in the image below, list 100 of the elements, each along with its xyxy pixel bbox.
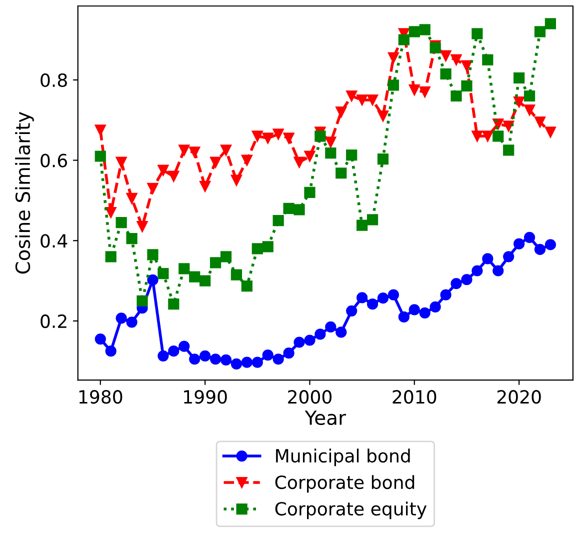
point xyxy=(534,26,546,38)
point xyxy=(126,233,138,244)
point xyxy=(283,132,294,144)
point xyxy=(419,24,430,36)
legend-label: Corporate bond xyxy=(275,475,414,493)
point xyxy=(272,354,284,365)
point xyxy=(482,54,494,66)
point xyxy=(544,18,556,30)
x-tick-label: 2020 xyxy=(497,390,541,404)
y-tick-label: 0.4 xyxy=(40,234,68,248)
point xyxy=(408,304,420,316)
point xyxy=(440,289,452,300)
point xyxy=(461,80,472,92)
point xyxy=(304,150,316,162)
point xyxy=(461,274,472,286)
point xyxy=(304,334,316,346)
y-axis-title: Cosine Similarity xyxy=(15,112,34,274)
point xyxy=(346,90,358,102)
point xyxy=(94,333,106,345)
point xyxy=(262,350,274,361)
point xyxy=(461,60,472,72)
x-tick-label: 1990 xyxy=(184,390,227,404)
point xyxy=(283,348,294,359)
point xyxy=(210,156,222,168)
point xyxy=(534,244,546,256)
point xyxy=(189,271,200,282)
point xyxy=(168,298,180,310)
point xyxy=(419,307,430,318)
x-tick-label: 1980 xyxy=(79,390,122,404)
point xyxy=(388,289,400,300)
point xyxy=(230,269,242,280)
point xyxy=(252,243,263,254)
point xyxy=(200,180,211,192)
point xyxy=(514,238,525,250)
point xyxy=(492,265,504,276)
point xyxy=(472,265,483,276)
point xyxy=(200,275,211,286)
point xyxy=(314,328,326,340)
point xyxy=(450,54,462,66)
point xyxy=(283,202,294,214)
point xyxy=(388,80,400,91)
point xyxy=(262,132,274,144)
point xyxy=(105,346,116,357)
point xyxy=(241,356,252,368)
point xyxy=(524,90,536,102)
point xyxy=(492,130,504,142)
point xyxy=(377,154,389,165)
point xyxy=(116,216,127,228)
point xyxy=(472,130,483,142)
point xyxy=(126,316,138,328)
legend-label: Municipal bond xyxy=(276,448,410,466)
point xyxy=(388,52,400,64)
x-tick-label: 2010 xyxy=(392,390,436,404)
point xyxy=(544,239,556,250)
point xyxy=(503,144,514,156)
point xyxy=(450,90,462,102)
point xyxy=(482,253,494,264)
point xyxy=(524,232,536,243)
point xyxy=(294,204,305,216)
point xyxy=(325,147,336,159)
x-tick-label: 2000 xyxy=(288,390,332,404)
point xyxy=(377,292,389,304)
point xyxy=(210,354,222,365)
point xyxy=(398,34,410,46)
point xyxy=(472,28,483,40)
point xyxy=(94,124,106,136)
point xyxy=(252,130,263,142)
point xyxy=(105,251,116,262)
point xyxy=(178,340,190,352)
point xyxy=(158,350,169,362)
point xyxy=(147,274,158,286)
point xyxy=(534,116,546,128)
point xyxy=(440,68,452,80)
point xyxy=(136,221,148,232)
point xyxy=(325,136,336,148)
point xyxy=(126,192,138,204)
y-tick-label: 0.6 xyxy=(40,154,68,168)
point xyxy=(189,354,200,365)
point xyxy=(514,96,525,108)
point xyxy=(430,301,441,312)
point xyxy=(346,305,358,316)
point xyxy=(178,144,190,156)
point xyxy=(178,263,190,274)
point xyxy=(314,130,326,142)
point xyxy=(440,50,452,62)
point xyxy=(230,174,242,186)
point xyxy=(262,241,274,252)
point xyxy=(366,298,378,310)
point xyxy=(241,280,252,292)
point xyxy=(514,72,525,84)
point xyxy=(366,214,378,226)
point xyxy=(398,311,410,322)
point xyxy=(336,106,347,118)
point xyxy=(252,356,263,368)
point xyxy=(220,144,232,156)
point xyxy=(356,94,368,106)
point xyxy=(336,168,347,179)
point xyxy=(158,268,169,280)
point xyxy=(377,110,389,122)
point xyxy=(356,220,368,231)
